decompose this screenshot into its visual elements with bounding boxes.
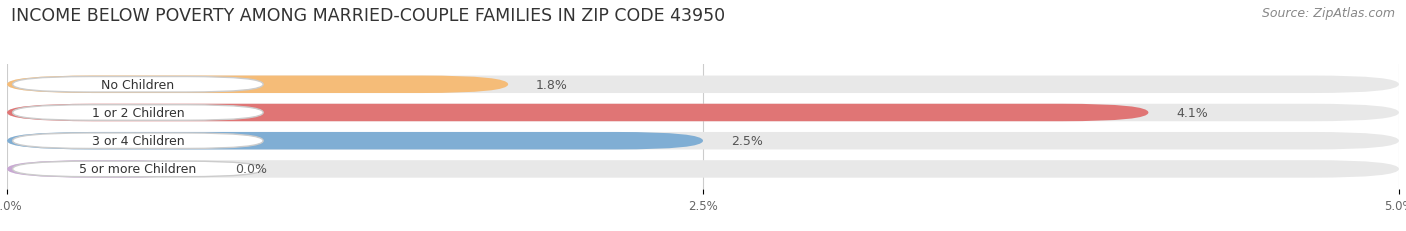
FancyBboxPatch shape bbox=[7, 76, 508, 94]
Text: 0.0%: 0.0% bbox=[235, 163, 267, 176]
FancyBboxPatch shape bbox=[7, 76, 1399, 94]
Text: 1.8%: 1.8% bbox=[536, 79, 568, 91]
Text: 4.1%: 4.1% bbox=[1177, 106, 1208, 119]
FancyBboxPatch shape bbox=[13, 133, 263, 149]
Text: 5 or more Children: 5 or more Children bbox=[79, 163, 197, 176]
Text: INCOME BELOW POVERTY AMONG MARRIED-COUPLE FAMILIES IN ZIP CODE 43950: INCOME BELOW POVERTY AMONG MARRIED-COUPL… bbox=[11, 7, 725, 25]
Text: 1 or 2 Children: 1 or 2 Children bbox=[91, 106, 184, 119]
Text: 2.5%: 2.5% bbox=[731, 135, 762, 148]
Text: 3 or 4 Children: 3 or 4 Children bbox=[91, 135, 184, 148]
FancyBboxPatch shape bbox=[13, 77, 263, 93]
Text: No Children: No Children bbox=[101, 79, 174, 91]
FancyBboxPatch shape bbox=[7, 161, 1399, 178]
FancyBboxPatch shape bbox=[7, 104, 1149, 122]
FancyBboxPatch shape bbox=[13, 105, 263, 121]
FancyBboxPatch shape bbox=[13, 161, 263, 177]
FancyBboxPatch shape bbox=[7, 104, 1399, 122]
Text: Source: ZipAtlas.com: Source: ZipAtlas.com bbox=[1261, 7, 1395, 20]
FancyBboxPatch shape bbox=[7, 132, 1399, 150]
FancyBboxPatch shape bbox=[7, 161, 208, 178]
FancyBboxPatch shape bbox=[7, 132, 703, 150]
